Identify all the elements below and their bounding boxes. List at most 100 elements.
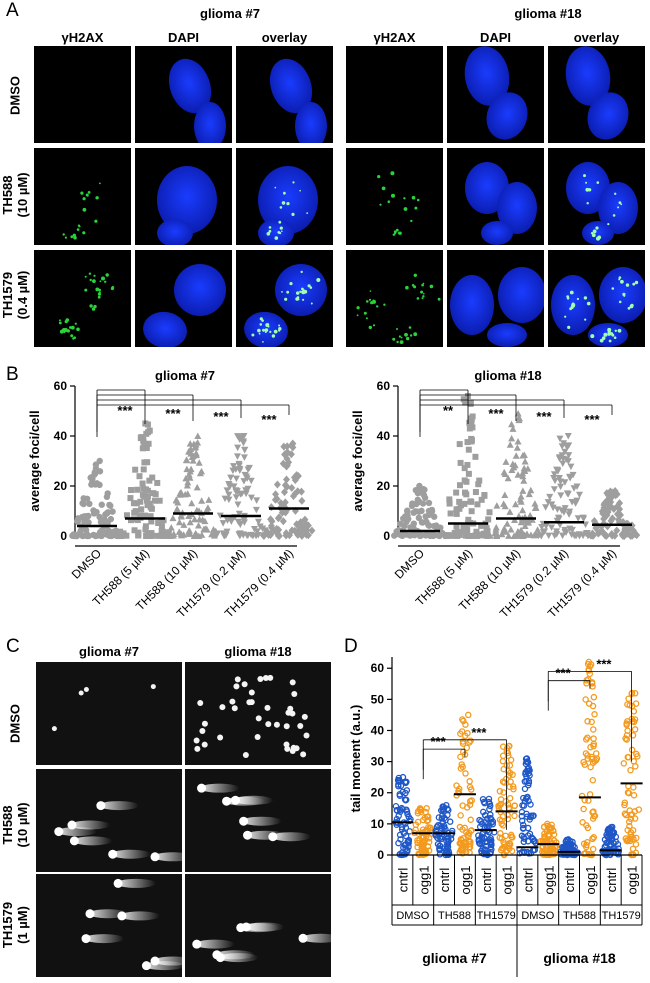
data-point: [468, 415, 475, 422]
data-point: [235, 462, 243, 470]
data-point: [482, 850, 490, 857]
data-point: [144, 502, 151, 509]
data-point: [486, 532, 494, 539]
data-point: [193, 483, 201, 491]
data-point: [85, 519, 92, 526]
data-point: [74, 518, 81, 525]
focus-dot: [99, 280, 102, 283]
data-point: [244, 466, 252, 474]
focus-dot: [623, 294, 626, 297]
data-point: [213, 531, 221, 539]
focus-dot: [569, 307, 572, 311]
data-point: [459, 802, 466, 809]
data-point: [568, 526, 576, 534]
comet-tail: [72, 836, 113, 846]
data-point: [621, 526, 629, 535]
data-point: [565, 511, 573, 518]
data-point: [135, 532, 142, 539]
data-point: [587, 661, 595, 668]
data-point: [453, 782, 460, 789]
data-point: [508, 466, 516, 473]
data-point: [468, 435, 475, 442]
data-point: [526, 511, 534, 519]
data-point: [184, 478, 192, 486]
panel-c-row-label: DMSO: [8, 679, 23, 769]
data-point: [402, 841, 409, 849]
focus-dot: [58, 319, 61, 322]
data-point: [410, 509, 417, 516]
nucleus: [244, 311, 288, 347]
data-point: [633, 750, 640, 758]
focus-dot: [104, 280, 107, 283]
data-point: [459, 740, 467, 747]
data-point: [504, 815, 512, 823]
comet-tail: [69, 820, 110, 830]
focus-dot: [278, 220, 282, 224]
data-point: [553, 528, 561, 535]
focus-dot: [302, 298, 305, 301]
data-point: [591, 711, 598, 718]
data-point: [236, 467, 244, 475]
focus-dot: [625, 283, 630, 287]
comet-head: [194, 745, 201, 752]
nucleus: [565, 46, 611, 106]
tile-canvas: [346, 46, 443, 143]
data-point: [191, 444, 199, 451]
focus-dot: [399, 340, 404, 344]
data-point: [463, 522, 470, 529]
comet-head: [201, 741, 208, 748]
data-point: [462, 399, 469, 406]
data-point: [139, 480, 146, 487]
focus-dot: [613, 336, 617, 339]
data-point: [180, 521, 188, 528]
data-point: [216, 512, 224, 520]
nucleus: [157, 166, 217, 234]
data-point: [142, 523, 149, 530]
focus-dot: [423, 292, 425, 295]
data-point: [517, 493, 525, 500]
data-point: [241, 447, 249, 454]
data-point: [421, 494, 429, 501]
data-point: [626, 822, 633, 830]
group-label: glioma #7: [422, 950, 487, 966]
data-point: [520, 477, 528, 484]
focus-dot: [266, 232, 271, 236]
data-point: [579, 819, 586, 826]
comet-head: [289, 748, 296, 755]
data-point: [456, 531, 463, 538]
data-point: [584, 824, 592, 832]
focus-dot: [576, 297, 579, 301]
data-point: [614, 510, 622, 519]
data-point: [453, 506, 460, 513]
comet-head: [255, 715, 262, 722]
panel-a-row-label: TH588 (10 µM): [0, 150, 30, 240]
data-point: [185, 530, 193, 537]
y-tick-label: 0: [377, 848, 384, 862]
treatment-label: DMSO: [521, 910, 554, 922]
y-tick-label: 20: [54, 479, 68, 493]
focus-dot: [356, 306, 360, 310]
data-point: [606, 851, 614, 858]
data-point: [182, 474, 190, 482]
comet-tail: [116, 878, 157, 888]
data-point: [279, 517, 287, 526]
data-point: [502, 798, 510, 805]
focus-dot: [274, 236, 279, 240]
focus-dot: [88, 272, 92, 275]
data-point: [623, 736, 631, 743]
data-point: [629, 845, 637, 853]
data-point: [297, 518, 305, 527]
tile-canvas: [51, 684, 156, 732]
data-point: [425, 522, 433, 529]
data-point: [503, 520, 511, 527]
data-point: [189, 457, 197, 464]
data-point: [496, 801, 504, 809]
data-point: [288, 483, 296, 492]
focus-dot: [406, 336, 410, 341]
data-point: [143, 532, 150, 539]
data-point: [592, 756, 600, 764]
focus-dot: [404, 332, 408, 337]
data-point: [428, 508, 436, 515]
data-point: [541, 830, 548, 838]
data-point: [459, 845, 466, 853]
